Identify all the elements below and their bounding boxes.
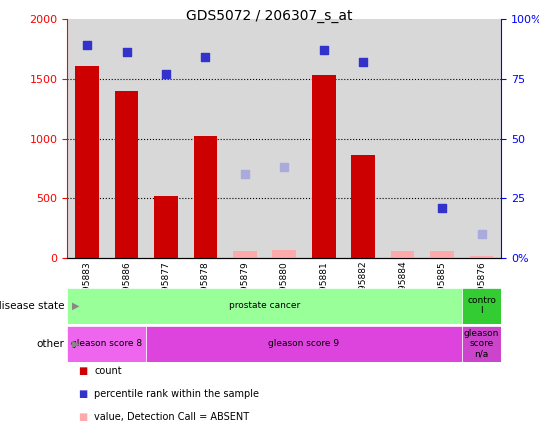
Text: count: count xyxy=(94,366,122,376)
Bar xyxy=(67,326,146,362)
Text: percentile rank within the sample: percentile rank within the sample xyxy=(94,389,259,399)
Bar xyxy=(194,136,217,258)
Bar xyxy=(146,326,462,362)
Text: gleason score 9: gleason score 9 xyxy=(268,339,340,348)
Text: gleason
score
n/a: gleason score n/a xyxy=(464,329,499,359)
Bar xyxy=(233,251,257,258)
Point xyxy=(280,164,289,170)
Text: value, Detection Call = ABSENT: value, Detection Call = ABSENT xyxy=(94,412,250,423)
Text: gleason score 8: gleason score 8 xyxy=(71,339,142,348)
Bar xyxy=(462,326,501,362)
Point xyxy=(438,204,446,211)
Bar xyxy=(391,251,414,258)
Point xyxy=(201,54,210,60)
Point xyxy=(359,59,368,66)
Bar xyxy=(115,91,139,258)
Text: disease state: disease state xyxy=(0,301,65,310)
Text: contro
l: contro l xyxy=(467,296,496,315)
Point xyxy=(83,42,92,49)
Bar xyxy=(462,288,501,324)
Text: other: other xyxy=(37,339,65,349)
Point xyxy=(122,49,131,56)
Text: ▶: ▶ xyxy=(72,301,79,310)
Point xyxy=(162,71,170,77)
Bar xyxy=(469,255,493,258)
Text: prostate cancer: prostate cancer xyxy=(229,301,300,310)
Point xyxy=(477,231,486,238)
Bar xyxy=(154,196,178,258)
Text: GDS5072 / 206307_s_at: GDS5072 / 206307_s_at xyxy=(186,9,353,23)
Bar xyxy=(75,66,99,258)
Bar xyxy=(273,250,296,258)
Text: ▶: ▶ xyxy=(72,339,79,349)
Bar xyxy=(351,155,375,258)
Point xyxy=(320,47,328,53)
Text: ■: ■ xyxy=(78,366,87,376)
Text: ■: ■ xyxy=(78,389,87,399)
Point xyxy=(240,171,249,178)
Bar xyxy=(430,251,454,258)
Bar xyxy=(312,75,336,258)
Text: ■: ■ xyxy=(78,412,87,423)
